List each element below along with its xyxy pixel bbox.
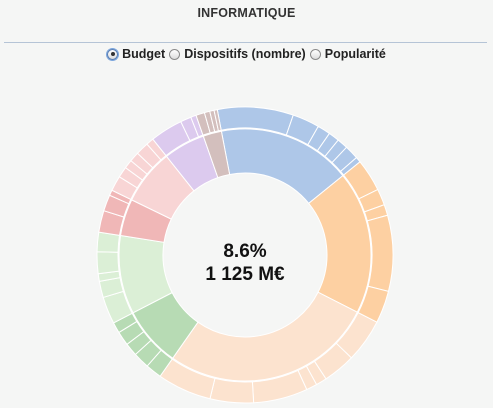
metric-selector: Budget Dispositifs (nombre) Popularité xyxy=(0,47,493,61)
outer-segment-8-3[interactable] xyxy=(213,109,222,132)
radio-budget-label: Budget xyxy=(122,47,166,61)
radio-popularite-circle[interactable] xyxy=(309,48,321,60)
inner-segment-2[interactable] xyxy=(172,291,358,382)
outer-segment-4-3[interactable] xyxy=(96,251,120,275)
radio-dispositifs-circle[interactable] xyxy=(169,48,181,60)
radio-budget[interactable]: Budget xyxy=(107,47,165,61)
outer-segment-2-5[interactable] xyxy=(209,377,255,404)
radio-dispositifs[interactable]: Dispositifs (nombre) xyxy=(169,47,306,61)
radio-budget-circle[interactable] xyxy=(107,48,119,60)
center-percentage: 8.6% xyxy=(223,241,266,262)
radio-popularite-label: Popularité xyxy=(324,47,386,61)
sunburst-rings xyxy=(96,106,394,404)
center-amount: 1 125 M€ xyxy=(205,264,285,285)
inner-segment-8[interactable] xyxy=(202,130,231,179)
title-divider xyxy=(4,42,487,43)
radio-dispositifs-label: Dispositifs (nombre) xyxy=(184,47,306,61)
radio-popularite[interactable]: Popularité xyxy=(309,47,386,61)
page-title: INFORMATIQUE xyxy=(197,6,296,20)
